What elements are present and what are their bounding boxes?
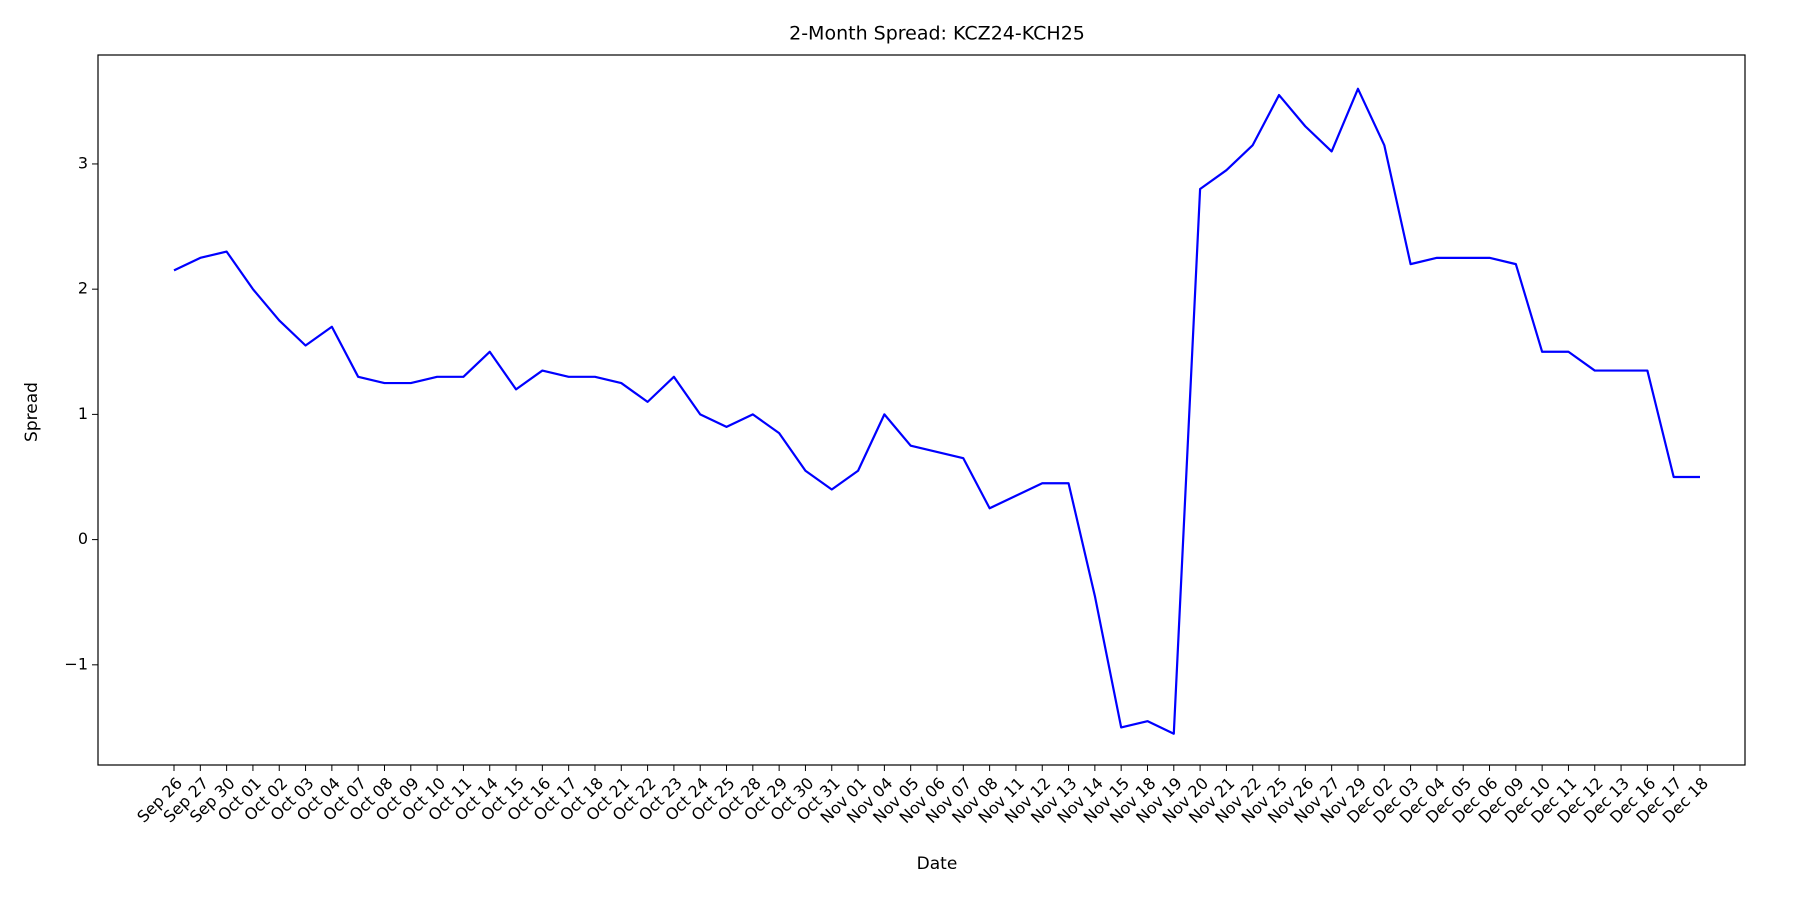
y-axis-label: Spread [22, 382, 42, 442]
data-line [173, 87, 1700, 735]
y-tick-label: 1 [78, 404, 88, 423]
y-tick-label: 3 [78, 153, 88, 172]
x-axis-label: Date [917, 854, 958, 874]
y-tick-label: 2 [78, 279, 88, 298]
plot-frame [97, 54, 1746, 766]
y-tick-label: 0 [78, 529, 88, 548]
chart-title: 2-Month Spread: KCZ24-KCH25 [789, 23, 1085, 45]
y-tick-label: −1 [64, 654, 88, 673]
